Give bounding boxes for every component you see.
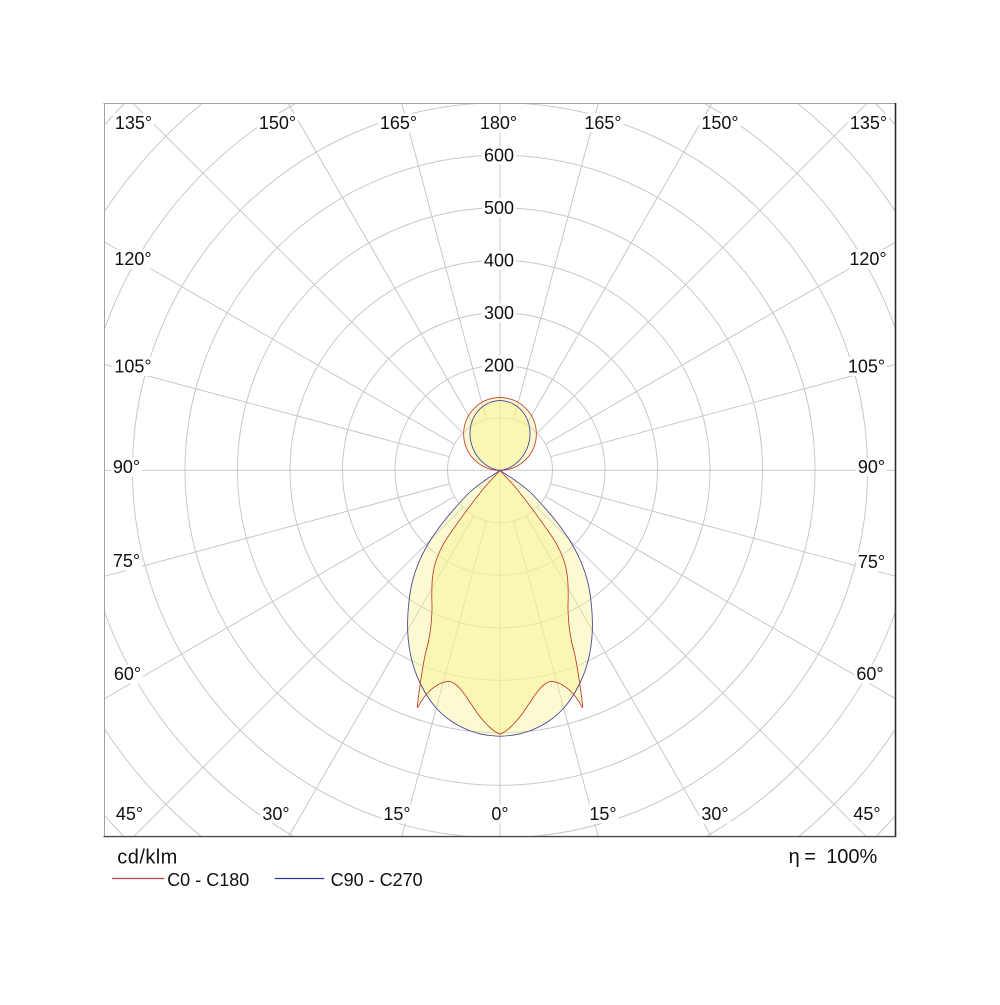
- svg-text:120°: 120°: [849, 249, 886, 269]
- svg-text:30°: 30°: [262, 804, 289, 824]
- svg-text:C90 - C270: C90 - C270: [331, 870, 423, 890]
- svg-text:400: 400: [484, 250, 514, 270]
- svg-text:C0 - C180: C0 - C180: [167, 870, 249, 890]
- svg-text:60°: 60°: [114, 664, 141, 684]
- svg-text:135°: 135°: [850, 113, 887, 133]
- svg-text:135°: 135°: [115, 113, 152, 133]
- svg-text:90°: 90°: [113, 457, 140, 477]
- svg-text:165°: 165°: [584, 113, 621, 133]
- svg-text:45°: 45°: [116, 804, 143, 824]
- svg-text:75°: 75°: [113, 551, 140, 571]
- svg-text:120°: 120°: [114, 249, 151, 269]
- svg-text:105°: 105°: [848, 357, 885, 377]
- svg-text:165°: 165°: [380, 113, 417, 133]
- svg-text:60°: 60°: [856, 664, 883, 684]
- svg-text:=: =: [804, 846, 816, 868]
- svg-text:cd/klm: cd/klm: [117, 847, 177, 869]
- svg-text:75°: 75°: [858, 552, 885, 572]
- svg-text:180°: 180°: [480, 113, 517, 133]
- svg-text:105°: 105°: [114, 357, 151, 377]
- svg-text:15°: 15°: [589, 804, 616, 824]
- svg-text:η: η: [789, 846, 800, 868]
- svg-text:30°: 30°: [701, 804, 728, 824]
- svg-text:150°: 150°: [259, 113, 296, 133]
- svg-text:100%: 100%: [826, 846, 877, 868]
- svg-text:90°: 90°: [858, 457, 885, 477]
- svg-text:600: 600: [484, 145, 514, 165]
- svg-text:45°: 45°: [853, 804, 880, 824]
- svg-text:500: 500: [484, 198, 514, 218]
- svg-text:15°: 15°: [383, 804, 410, 824]
- svg-text:0°: 0°: [491, 804, 508, 824]
- svg-text:150°: 150°: [701, 113, 738, 133]
- svg-text:200: 200: [484, 355, 514, 375]
- svg-text:300: 300: [484, 303, 514, 323]
